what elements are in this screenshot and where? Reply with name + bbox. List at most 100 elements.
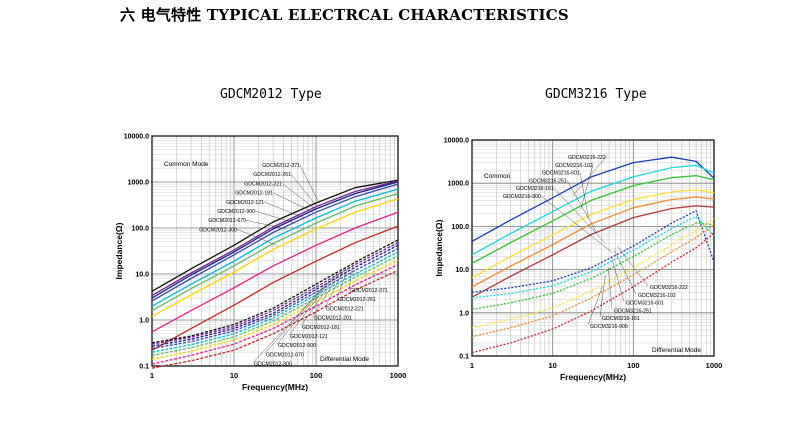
y-axis-title: Impedance(Ω): [434, 219, 444, 276]
series-label: GDCM2012-221: [326, 306, 364, 312]
series-line-differential: [471, 232, 715, 354]
series-line-differential: [151, 269, 399, 369]
y-tick-label: 10000.0: [444, 138, 469, 145]
impedance-chart-gdcm3216: 1 10 100 1000 0.1 1.0 10.0 100.0 1000.0 10000.0 Fr…: [434, 138, 723, 383]
plot-frame: [471, 139, 715, 357]
series-label: GDCM2012-181: [302, 325, 340, 331]
label-leader: [272, 192, 314, 213]
series-label: GDCM2012-221: [244, 181, 282, 187]
series-line-common: [471, 156, 715, 242]
series-label: GDCM3216-251: [529, 178, 567, 184]
plot-area: [152, 136, 398, 366]
series-label: GDCM2012-670: [208, 218, 246, 224]
label-leader: [300, 273, 338, 326]
y-tick-label: 100.0: [131, 226, 149, 233]
label-leader: [299, 164, 320, 204]
label-leader: [276, 280, 330, 345]
series-line-differential: [151, 239, 399, 344]
label-leader: [324, 267, 346, 308]
label-leader: [254, 210, 296, 224]
section-heading: 六 电气特性 TYPICAL ELECTRCAL CHARACTERISTICS: [120, 6, 569, 24]
label-leader: [599, 274, 606, 318]
series-label: GDCM3216-102: [638, 293, 676, 299]
x-tick-label: 100: [310, 371, 323, 380]
series-line-differential: [151, 259, 399, 360]
label-leader: [608, 267, 613, 310]
y-tick-label: 1.0: [139, 318, 149, 325]
series-line-common: [151, 198, 399, 317]
series-label: GDCM2012-371: [350, 288, 388, 294]
series-line-common: [471, 205, 715, 298]
series-label: GDCM2012-121: [290, 334, 328, 340]
y-tick-label: 1.0: [459, 310, 469, 317]
series-label: GDCM3216-900: [590, 324, 628, 330]
series-line-common: [471, 174, 715, 264]
series-line-common: [471, 164, 715, 256]
series-line-common: [151, 211, 399, 333]
x-axis-title: Frequency(MHz): [242, 382, 308, 392]
series-label: GDCM2012-900: [278, 343, 316, 349]
x-tick-label: 1: [150, 371, 154, 380]
series-label: GDCM3216-102: [555, 163, 593, 169]
series-line-differential: [151, 251, 399, 353]
series-line-differential: [471, 218, 715, 329]
series-label: GDCM3216-601: [542, 171, 580, 177]
x-tick-label: 100: [627, 361, 640, 370]
series-line-differential: [471, 222, 715, 311]
series-line-common: [151, 181, 399, 299]
series-label: GDCM3216-222: [650, 285, 688, 291]
y-tick-label: 10.0: [455, 267, 469, 274]
x-axis-title: Frequency(MHz): [560, 372, 626, 382]
differential-mode-label: Differential Mode: [320, 356, 369, 363]
label-leader: [348, 262, 354, 290]
series-label: GDCM3216-251: [614, 308, 652, 314]
chart-gdcm3216: 1 10 100 1000 0.1 1.0 10.0 100.0 1000.0 10000.0 Fr…: [432, 128, 732, 396]
label-leader: [566, 180, 597, 233]
series-label: GDCM2012-300: [199, 227, 237, 233]
label-leader: [579, 172, 589, 219]
label-leader: [336, 264, 350, 299]
series-label: GDCM2012-261: [253, 172, 291, 178]
chart-title-gdcm2012: GDCM2012 Type: [220, 87, 322, 102]
series-line-differential: [151, 255, 399, 357]
chart-gdcm2012: 1 10 100 1000 0.1 1.0 10.0 100.0 1000.0 10000.0 Fr…: [112, 128, 417, 396]
y-tick-label: 1000.0: [128, 180, 150, 187]
label-leader: [611, 256, 625, 302]
y-tick-label: 0.1: [139, 364, 149, 371]
series-line-common: [151, 179, 399, 292]
plot-frame: [151, 135, 399, 367]
label-leader: [281, 183, 316, 210]
x-tick-label: 1: [470, 361, 474, 370]
x-tick-label: 10: [230, 371, 238, 380]
series-label: GDCM3216-601: [626, 301, 664, 307]
y-tick-label: 1000.0: [448, 181, 470, 188]
common-mode-label: Common Mode: [164, 161, 209, 168]
series-label: GDCM2012-201: [314, 316, 352, 322]
series-line-common: [151, 225, 399, 351]
label-leader: [540, 195, 613, 253]
label-leader: [553, 188, 605, 243]
impedance-chart-gdcm2012: 1 10 100 1000 0.1 1.0 10.0 100.0 1000.0 10000.0 Fr…: [114, 134, 407, 393]
series-label: GDCM2012-300: [254, 362, 292, 368]
x-tick-label: 10: [548, 361, 556, 370]
label-leader: [580, 164, 594, 210]
series-label: GDCM3216-900: [503, 194, 541, 200]
label-leader: [288, 277, 334, 336]
x-tick-label: 1000: [390, 371, 407, 380]
series-line-common: [151, 188, 399, 307]
series-line-differential: [151, 242, 399, 345]
y-tick-label: 10000.0: [124, 134, 149, 141]
common-mode-label: Common: [484, 173, 511, 180]
series-line-common: [471, 196, 715, 288]
y-tick-label: 100.0: [451, 224, 469, 231]
series-line-differential: [151, 264, 399, 365]
series-line-common: [151, 180, 399, 297]
series-label: GDCM3216-161: [516, 186, 554, 192]
x-tick-label: 1000: [706, 361, 723, 370]
label-leader: [617, 245, 649, 287]
series-line-differential: [471, 210, 715, 293]
y-tick-label: 0.1: [459, 354, 469, 361]
label-leader: [614, 250, 637, 294]
chart-title-gdcm3216: GDCM3216 Type: [545, 87, 647, 102]
label-leader: [587, 286, 603, 326]
